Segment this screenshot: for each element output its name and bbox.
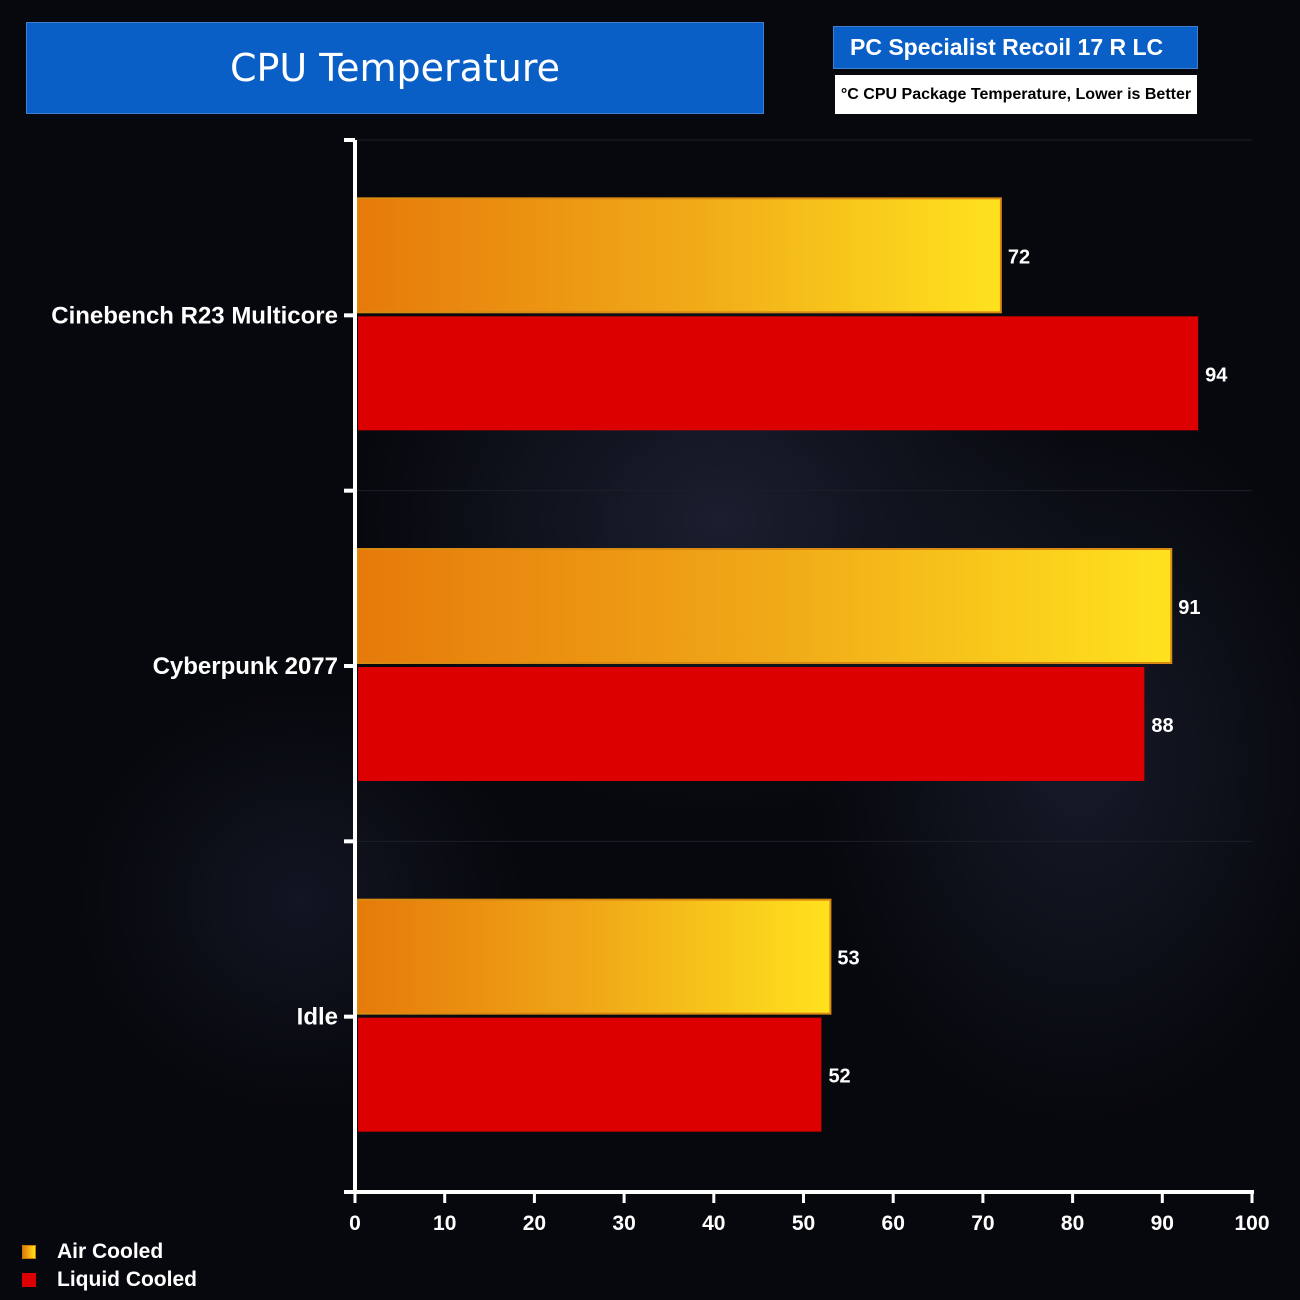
chart-note: °C CPU Package Temperature, Lower is Bet… bbox=[835, 75, 1197, 114]
x-tick-label: 20 bbox=[523, 1212, 546, 1235]
x-tick-label: 70 bbox=[971, 1212, 994, 1235]
legend: Air Cooled Liquid Cooled bbox=[22, 1238, 197, 1294]
x-tick-label: 50 bbox=[792, 1212, 815, 1235]
data-label: 94 bbox=[1205, 364, 1228, 386]
data-label: 88 bbox=[1151, 715, 1173, 737]
chart-title: CPU Temperature bbox=[26, 22, 764, 114]
legend-item-liquid-cooled: Liquid Cooled bbox=[22, 1266, 197, 1294]
x-tick-label: 90 bbox=[1151, 1212, 1174, 1235]
x-tick-label: 0 bbox=[349, 1212, 361, 1235]
air-cooled-swatch bbox=[22, 1245, 36, 1259]
x-tick-label: 60 bbox=[882, 1212, 905, 1235]
data-label: 53 bbox=[837, 948, 859, 970]
data-label: 91 bbox=[1178, 597, 1200, 619]
x-tick-label: 10 bbox=[433, 1212, 456, 1235]
x-tick-label: 30 bbox=[612, 1212, 635, 1235]
chart-subtitle: PC Specialist Recoil 17 R LC bbox=[833, 26, 1198, 69]
x-tick-label: 100 bbox=[1234, 1212, 1269, 1235]
liquid-cooled-bar bbox=[358, 667, 1145, 781]
air-cooled-bar bbox=[357, 898, 832, 1015]
category-label: Idle bbox=[297, 1004, 338, 1031]
data-label: 52 bbox=[828, 1066, 850, 1088]
liquid-cooled-swatch bbox=[22, 1273, 36, 1287]
category-label: Cinebench R23 Multicore bbox=[51, 302, 338, 329]
x-tick-label: 80 bbox=[1061, 1212, 1084, 1235]
data-label: 72 bbox=[1008, 246, 1030, 268]
legend-label: Air Cooled bbox=[57, 1240, 164, 1263]
air-cooled-bar bbox=[357, 197, 1002, 314]
legend-item-air-cooled: Air Cooled bbox=[22, 1238, 197, 1266]
legend-label: Liquid Cooled bbox=[57, 1268, 197, 1291]
liquid-cooled-bar bbox=[358, 1017, 822, 1132]
air-cooled-bar bbox=[357, 548, 1173, 664]
category-label: Cyberpunk 2077 bbox=[153, 653, 338, 680]
liquid-cooled-bar bbox=[358, 316, 1199, 431]
x-tick-label: 40 bbox=[702, 1212, 725, 1235]
